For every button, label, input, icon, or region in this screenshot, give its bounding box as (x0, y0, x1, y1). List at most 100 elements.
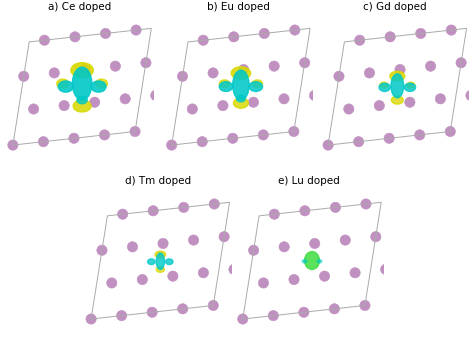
Circle shape (166, 140, 177, 150)
Ellipse shape (317, 260, 322, 263)
Circle shape (69, 133, 79, 143)
Circle shape (259, 28, 270, 39)
Circle shape (168, 271, 178, 281)
Circle shape (151, 90, 161, 100)
Circle shape (344, 104, 354, 114)
Circle shape (384, 133, 394, 143)
Circle shape (49, 68, 59, 78)
Circle shape (248, 97, 259, 107)
Circle shape (310, 90, 319, 100)
Circle shape (130, 126, 140, 137)
Circle shape (110, 61, 120, 71)
Circle shape (219, 231, 229, 242)
Text: a) Ce doped: a) Ce doped (48, 2, 111, 12)
Circle shape (118, 209, 128, 219)
Ellipse shape (219, 82, 233, 92)
Ellipse shape (58, 81, 73, 92)
Circle shape (310, 238, 320, 248)
Circle shape (279, 242, 289, 252)
Ellipse shape (302, 260, 307, 263)
Text: b) Eu doped: b) Eu doped (207, 2, 270, 12)
Circle shape (319, 271, 330, 281)
Circle shape (131, 25, 141, 35)
Circle shape (416, 28, 426, 39)
Ellipse shape (57, 79, 69, 88)
Circle shape (269, 209, 280, 219)
Circle shape (456, 58, 466, 68)
Ellipse shape (304, 252, 319, 269)
Ellipse shape (147, 259, 155, 264)
Ellipse shape (390, 71, 405, 81)
Ellipse shape (391, 74, 404, 98)
Circle shape (435, 94, 446, 104)
Circle shape (300, 58, 310, 68)
Ellipse shape (73, 67, 92, 100)
Circle shape (240, 196, 250, 206)
Circle shape (128, 242, 137, 252)
Circle shape (28, 104, 39, 114)
Ellipse shape (249, 82, 263, 92)
Circle shape (279, 94, 289, 104)
Circle shape (198, 268, 209, 278)
Ellipse shape (73, 100, 91, 112)
Circle shape (158, 238, 168, 248)
Circle shape (299, 307, 309, 317)
Circle shape (334, 71, 344, 81)
Circle shape (162, 22, 172, 32)
Text: c) Gd doped: c) Gd doped (363, 2, 427, 12)
Ellipse shape (96, 79, 108, 88)
Ellipse shape (237, 95, 246, 102)
Ellipse shape (252, 80, 263, 87)
Ellipse shape (379, 83, 390, 92)
Circle shape (446, 25, 456, 35)
Circle shape (289, 274, 299, 285)
Circle shape (415, 130, 425, 140)
Circle shape (329, 304, 339, 314)
Circle shape (209, 199, 219, 209)
Ellipse shape (156, 267, 164, 272)
Circle shape (361, 199, 371, 209)
Circle shape (392, 196, 401, 206)
Circle shape (289, 126, 299, 137)
Circle shape (248, 245, 259, 255)
Circle shape (290, 25, 300, 35)
Ellipse shape (91, 81, 106, 92)
Text: d) Tm doped: d) Tm doped (125, 176, 191, 186)
Ellipse shape (404, 83, 416, 92)
Circle shape (189, 235, 199, 245)
Circle shape (268, 311, 278, 321)
Circle shape (340, 235, 350, 245)
Circle shape (18, 71, 29, 81)
Circle shape (269, 61, 279, 71)
Ellipse shape (233, 98, 248, 108)
Circle shape (100, 28, 111, 39)
Circle shape (39, 35, 50, 45)
Ellipse shape (77, 96, 87, 104)
Circle shape (350, 268, 360, 278)
Circle shape (330, 202, 341, 213)
Circle shape (107, 278, 117, 288)
Circle shape (300, 206, 310, 216)
Circle shape (120, 94, 130, 104)
Circle shape (445, 126, 456, 137)
Circle shape (395, 64, 405, 75)
Circle shape (147, 307, 157, 317)
Circle shape (365, 68, 374, 78)
Circle shape (228, 32, 239, 42)
Circle shape (198, 35, 209, 45)
Circle shape (208, 300, 219, 311)
Circle shape (8, 140, 18, 150)
Circle shape (86, 314, 96, 324)
Ellipse shape (231, 67, 251, 80)
Circle shape (70, 32, 80, 42)
Circle shape (178, 304, 188, 314)
Circle shape (237, 314, 248, 324)
Circle shape (141, 58, 151, 68)
Ellipse shape (407, 82, 415, 88)
Circle shape (59, 100, 69, 111)
Circle shape (218, 100, 228, 111)
Circle shape (177, 71, 188, 81)
Circle shape (38, 137, 48, 147)
Circle shape (97, 245, 107, 255)
Circle shape (117, 311, 127, 321)
